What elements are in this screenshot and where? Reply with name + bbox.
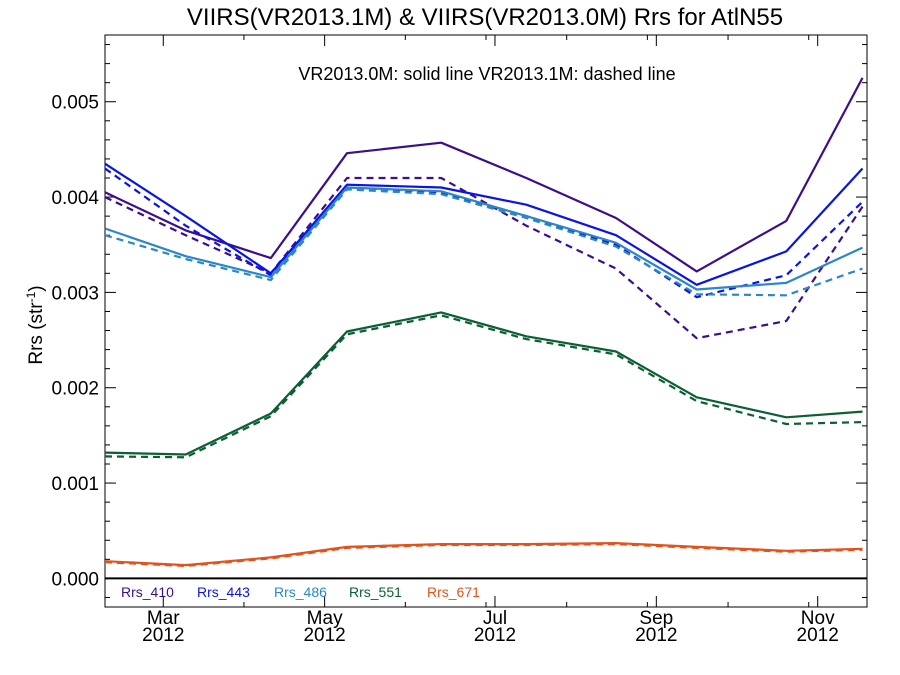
plot-frame: [104, 34, 868, 608]
x-tick-year-1: 2012: [303, 625, 345, 646]
y-tick-label-3: 0.003: [51, 283, 99, 304]
x-tick-month-4: Nov: [801, 608, 835, 629]
chart-title: VIIRS(VR2013.1M) & VIIRS(VR2013.0M) Rrs …: [187, 4, 783, 31]
series-line-rrs-671-dashed: [104, 542, 863, 568]
series-line-rrs-410-solid: [104, 77, 864, 273]
y-axis: 0.000 0.001 0.002 0.003 0.004 0.005: [51, 44, 867, 598]
y-axis-label-text: Rrs (str: [26, 302, 47, 365]
x-tick-month-0: Mar: [147, 608, 180, 629]
series-line-rrs-551-dashed: [104, 314, 863, 459]
y-axis-label-close: ): [26, 285, 47, 291]
legend-entry-rrs-551: Rrs_551: [349, 584, 402, 600]
x-tick-year-4: 2012: [797, 625, 839, 646]
y-tick-label-2: 0.002: [51, 379, 99, 400]
legend-entry-rrs-671: Rrs_671: [427, 584, 480, 600]
x-tick-month-1: May: [307, 608, 343, 629]
x-tick-year-0: 2012: [142, 625, 184, 646]
y-axis-label-superscript: -1: [24, 291, 38, 302]
series-layer: [104, 77, 867, 580]
x-tick-month-3: Sep: [639, 608, 673, 629]
series-line-rrs-443-solid: [104, 162, 864, 286]
y-tick-label-0: 0.000: [51, 569, 99, 590]
series-line-rrs-443-dashed: [104, 167, 864, 299]
x-tick-year-2: 2012: [474, 625, 516, 646]
series-line-rrs-551-solid: [104, 311, 863, 456]
series-line-rrs-671-solid: [104, 541, 863, 567]
series-line-rrs-486-solid: [104, 186, 863, 291]
y-axis-label: Rrs (str-1): [24, 285, 47, 364]
y-tick-label-4: 0.004: [51, 188, 99, 209]
x-tick-month-2: Jul: [483, 608, 507, 629]
legend-entry-rrs-443: Rrs_443: [197, 584, 250, 600]
series-line-rrs-410-dashed: [104, 176, 864, 340]
line-style-note: VR2013.0M: solid line VR2013.1M: dashed …: [298, 64, 675, 84]
x-tick-year-3: 2012: [635, 625, 677, 646]
legend-entry-rrs-410: Rrs_410: [121, 584, 174, 600]
y-tick-label-1: 0.001: [51, 474, 99, 495]
y-tick-label-5: 0.005: [51, 93, 99, 114]
legend-entry-rrs-486: Rrs_486: [274, 584, 327, 600]
legend: Rrs_410 Rrs_443 Rrs_486 Rrs_551 Rrs_671: [121, 584, 480, 600]
